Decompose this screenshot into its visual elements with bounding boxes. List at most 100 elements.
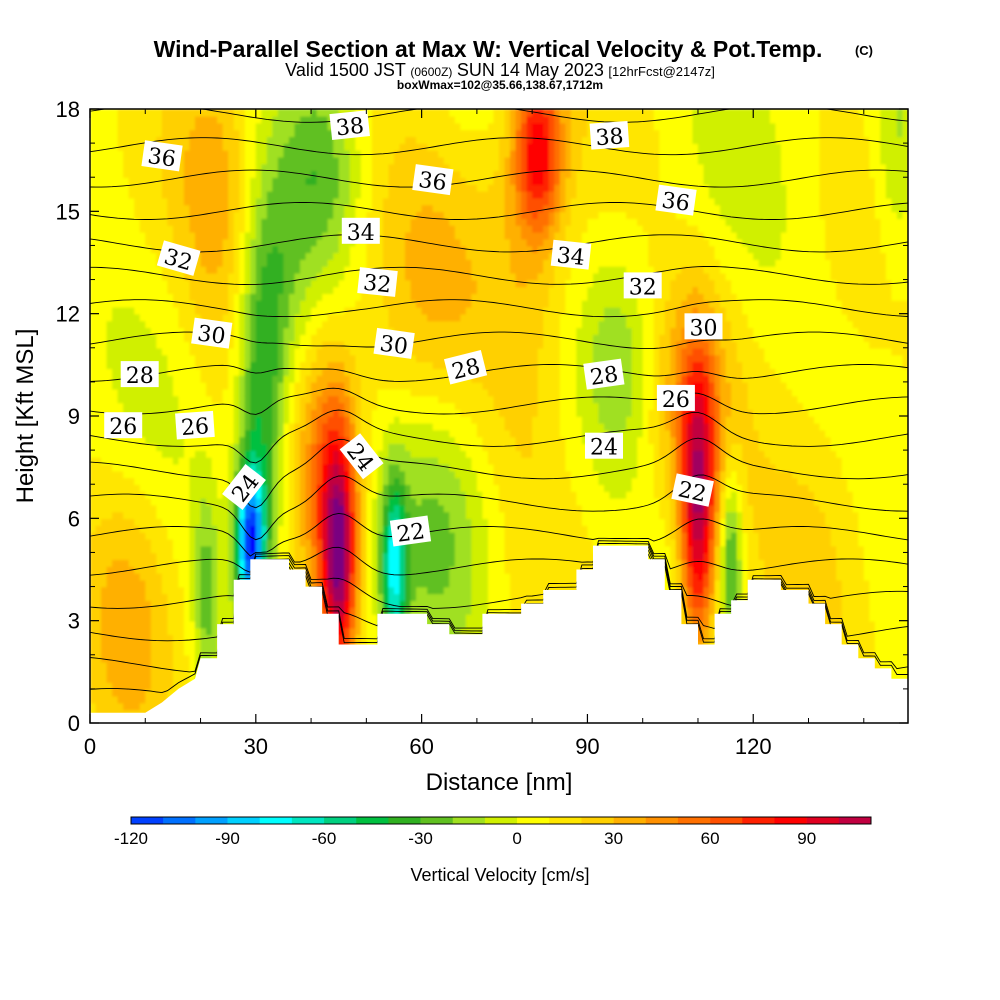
velocity-cell bbox=[250, 204, 257, 213]
velocity-cell bbox=[233, 300, 241, 308]
velocity-cell bbox=[322, 279, 329, 288]
velocity-cell bbox=[150, 402, 158, 410]
velocity-cell bbox=[156, 593, 163, 601]
velocity-cell bbox=[178, 593, 185, 601]
velocity-cell bbox=[150, 115, 158, 124]
velocity-cell bbox=[393, 559, 401, 567]
velocity-cell bbox=[322, 361, 329, 370]
velocity-cell bbox=[311, 477, 318, 486]
velocity-cell bbox=[360, 163, 368, 172]
velocity-cell bbox=[266, 470, 274, 479]
velocity-cell bbox=[222, 211, 229, 219]
velocity-cell bbox=[233, 279, 241, 288]
velocity-cell bbox=[244, 320, 252, 329]
velocity-cell bbox=[128, 115, 136, 124]
velocity-cell bbox=[327, 504, 334, 513]
velocity-cell bbox=[277, 265, 285, 274]
velocity-cell bbox=[277, 518, 285, 526]
velocity-cell bbox=[195, 177, 202, 185]
velocity-cell bbox=[90, 177, 97, 185]
velocity-cell bbox=[156, 245, 163, 254]
velocity-cell bbox=[349, 143, 357, 151]
velocity-cell bbox=[139, 347, 147, 356]
velocity-cell bbox=[338, 320, 346, 329]
velocity-cell bbox=[134, 436, 141, 445]
velocity-cell bbox=[338, 409, 346, 417]
velocity-cell bbox=[128, 600, 136, 608]
velocity-cell bbox=[333, 491, 340, 499]
velocity-cell bbox=[333, 470, 340, 479]
velocity-cell bbox=[277, 545, 285, 554]
velocity-cell bbox=[349, 409, 357, 417]
velocity-cell bbox=[266, 320, 274, 329]
velocity-cell bbox=[311, 511, 318, 520]
velocity-cell bbox=[333, 450, 340, 458]
velocity-cell bbox=[167, 381, 174, 390]
velocity-cell bbox=[366, 115, 373, 124]
velocity-cell bbox=[112, 484, 119, 492]
velocity-cell bbox=[244, 136, 252, 144]
velocity-cell bbox=[222, 143, 229, 151]
velocity-cell bbox=[277, 122, 285, 131]
velocity-cell bbox=[228, 272, 235, 281]
velocity-cell bbox=[355, 531, 362, 540]
velocity-cell bbox=[333, 279, 340, 288]
velocity-cell bbox=[300, 361, 307, 370]
velocity-cell bbox=[294, 388, 301, 397]
velocity-cell bbox=[239, 572, 246, 581]
velocity-cell bbox=[305, 416, 312, 424]
velocity-cell bbox=[250, 518, 257, 526]
velocity-cell bbox=[222, 607, 229, 615]
velocity-cell bbox=[112, 184, 119, 192]
velocity-cell bbox=[272, 327, 279, 335]
velocity-cell bbox=[316, 265, 323, 274]
velocity-cell bbox=[333, 218, 340, 226]
velocity-cell bbox=[90, 170, 97, 179]
velocity-cell bbox=[106, 620, 113, 629]
velocity-cell bbox=[316, 552, 323, 561]
velocity-cell bbox=[311, 218, 318, 226]
velocity-cell bbox=[106, 327, 113, 335]
velocity-cell bbox=[150, 504, 158, 513]
velocity-cell bbox=[338, 211, 346, 219]
velocity-cell bbox=[128, 231, 136, 240]
velocity-cell bbox=[172, 634, 180, 642]
velocity-cell bbox=[156, 477, 163, 486]
velocity-cell bbox=[244, 347, 252, 356]
velocity-cell bbox=[349, 545, 357, 554]
velocity-cell bbox=[266, 511, 274, 520]
velocity-cell bbox=[272, 204, 279, 213]
velocity-cell bbox=[139, 313, 147, 322]
velocity-cell bbox=[90, 586, 97, 595]
velocity-cell bbox=[106, 511, 113, 520]
velocity-cell bbox=[311, 224, 318, 233]
velocity-cell bbox=[228, 354, 235, 363]
velocity-cell bbox=[322, 381, 329, 390]
velocity-cell bbox=[161, 122, 169, 131]
velocity-cell bbox=[90, 218, 97, 226]
velocity-cell bbox=[128, 184, 136, 192]
velocity-cell bbox=[101, 641, 108, 649]
velocity-cell bbox=[117, 293, 124, 301]
velocity-cell bbox=[283, 456, 290, 465]
velocity-cell bbox=[183, 525, 191, 533]
velocity-cell bbox=[195, 647, 202, 656]
velocity-cell bbox=[250, 286, 257, 294]
velocity-cell bbox=[228, 436, 235, 445]
velocity-cell bbox=[222, 347, 229, 356]
velocity-cell bbox=[344, 613, 351, 622]
velocity-cell bbox=[255, 463, 263, 472]
velocity-cell bbox=[272, 313, 279, 322]
velocity-cell bbox=[311, 143, 318, 151]
velocity-cell bbox=[112, 129, 119, 138]
velocity-cell bbox=[360, 190, 368, 199]
velocity-cell bbox=[161, 422, 169, 431]
velocity-cell bbox=[101, 572, 108, 581]
velocity-cell bbox=[305, 477, 312, 486]
velocity-cell bbox=[90, 149, 97, 158]
velocity-cell bbox=[261, 279, 268, 288]
velocity-cell bbox=[156, 668, 163, 677]
velocity-cell bbox=[189, 211, 196, 219]
velocity-cell bbox=[366, 518, 373, 526]
velocity-cell bbox=[272, 143, 279, 151]
